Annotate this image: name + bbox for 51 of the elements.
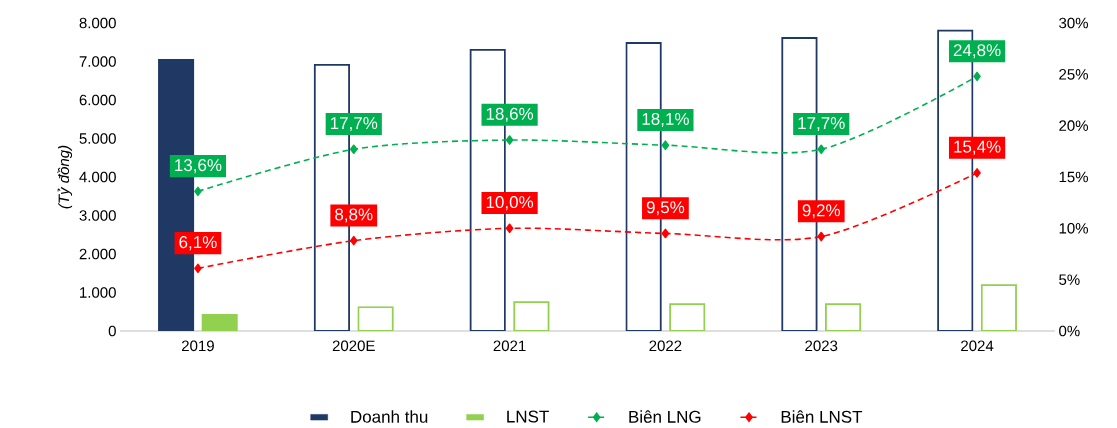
x-tick-label: 2023 — [805, 340, 838, 352]
y-tick-label: 2.000 — [79, 248, 116, 260]
legend-label: LNST — [507, 410, 549, 423]
point — [973, 71, 981, 82]
data-label: 18,6% — [486, 107, 534, 122]
data-label: 24,8% — [953, 44, 1001, 59]
y2-tick-label: 20% — [1059, 120, 1088, 131]
y-tick-label: 4.000 — [79, 171, 116, 183]
point — [817, 231, 826, 242]
y-axis-title: (Tỷ đồng) — [57, 145, 73, 209]
point — [973, 168, 981, 178]
y2-tick-label: 5% — [1059, 274, 1080, 285]
y-tick-label: 0 — [108, 325, 116, 337]
point — [661, 228, 670, 239]
y-tick-label: 7.000 — [79, 56, 116, 67]
data-label: 9,5% — [646, 201, 685, 216]
data-label: 6,1% — [179, 236, 217, 251]
x-tick-label: 2019 — [182, 340, 214, 352]
point — [194, 186, 202, 197]
point — [349, 235, 358, 246]
x-tick-label: 2022 — [649, 340, 682, 352]
data-label: 15,4% — [954, 140, 1001, 155]
x-tick-label: 2021 — [493, 340, 526, 352]
legend-label: Biên LNG — [629, 410, 701, 423]
y2-tick-label: 30% — [1059, 17, 1088, 29]
y-tick-label: 6.000 — [79, 94, 116, 106]
point — [661, 140, 670, 150]
y2-tick-label: 0% — [1059, 325, 1080, 337]
y-tick-label: 8.000 — [79, 17, 116, 29]
data-label: 18,1% — [642, 112, 689, 127]
point — [194, 263, 202, 274]
data-label: 10,0% — [486, 196, 534, 211]
y-tick-label: 5.000 — [79, 133, 116, 144]
point — [505, 135, 514, 145]
legend-label: Doanh thu — [351, 410, 428, 423]
x-tick-label: 2020E — [332, 340, 375, 352]
y-tick-label: 3.000 — [79, 210, 116, 221]
x-tick-label: 2024 — [961, 340, 994, 352]
point — [349, 144, 358, 155]
data-label: 9,2% — [802, 204, 841, 219]
data-label: 17,7% — [330, 117, 378, 132]
legend-label: Biên LNST — [781, 410, 863, 423]
data-label: 13,6% — [175, 159, 222, 174]
y-tick-label: 1.000 — [80, 287, 116, 298]
y2-tick-label: 15% — [1059, 171, 1088, 183]
point — [817, 144, 826, 155]
y2-tick-label: 25% — [1059, 69, 1088, 80]
point — [505, 223, 514, 234]
data-label: 17,7% — [798, 117, 845, 132]
y2-tick-label: 10% — [1059, 223, 1088, 234]
data-label: 8,8% — [335, 208, 373, 223]
